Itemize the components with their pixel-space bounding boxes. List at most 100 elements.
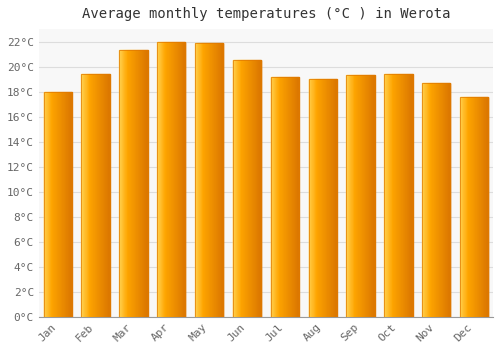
Bar xyxy=(283,77,284,317)
Bar xyxy=(346,75,375,317)
Bar xyxy=(290,77,291,317)
Bar xyxy=(430,83,431,317)
Bar xyxy=(460,97,461,317)
Bar xyxy=(85,74,86,317)
Bar xyxy=(273,77,274,317)
Bar xyxy=(468,97,469,317)
Bar xyxy=(82,74,110,317)
Bar xyxy=(315,79,316,317)
Bar xyxy=(167,42,168,317)
Title: Average monthly temperatures (°C ) in Werota: Average monthly temperatures (°C ) in We… xyxy=(82,7,450,21)
Bar xyxy=(240,60,241,317)
Bar xyxy=(182,42,183,317)
Bar xyxy=(372,75,373,317)
Bar xyxy=(426,83,427,317)
Bar xyxy=(212,43,213,317)
Bar xyxy=(88,74,89,317)
Bar xyxy=(332,79,333,317)
Bar xyxy=(161,42,162,317)
Bar xyxy=(473,97,474,317)
Bar xyxy=(358,75,359,317)
Bar xyxy=(202,43,203,317)
Bar xyxy=(324,79,325,317)
Bar xyxy=(201,43,202,317)
Bar xyxy=(362,75,363,317)
Bar xyxy=(208,43,209,317)
Bar xyxy=(48,92,49,317)
Bar xyxy=(322,79,324,317)
Bar xyxy=(310,79,311,317)
Bar xyxy=(353,75,354,317)
Bar xyxy=(476,97,477,317)
Bar xyxy=(288,77,289,317)
Bar xyxy=(275,77,276,317)
Bar xyxy=(233,60,234,317)
Bar xyxy=(46,92,47,317)
Bar xyxy=(170,42,172,317)
Bar xyxy=(335,79,336,317)
Bar xyxy=(61,92,62,317)
Bar xyxy=(447,83,448,317)
Bar xyxy=(368,75,369,317)
Bar xyxy=(160,42,161,317)
Bar xyxy=(316,79,317,317)
Bar xyxy=(55,92,56,317)
Bar xyxy=(107,74,108,317)
Bar xyxy=(402,74,403,317)
Bar xyxy=(411,74,412,317)
Bar xyxy=(279,77,280,317)
Bar xyxy=(460,97,488,317)
Bar xyxy=(326,79,328,317)
Bar xyxy=(109,74,110,317)
Bar xyxy=(104,74,105,317)
Bar xyxy=(394,74,395,317)
Bar xyxy=(291,77,292,317)
Bar xyxy=(442,83,443,317)
Bar xyxy=(210,43,211,317)
Bar xyxy=(292,77,293,317)
Bar xyxy=(336,79,337,317)
Bar xyxy=(204,43,205,317)
Bar xyxy=(103,74,104,317)
Bar xyxy=(356,75,357,317)
Bar xyxy=(129,50,130,317)
Bar xyxy=(423,83,424,317)
Bar xyxy=(243,60,244,317)
Bar xyxy=(435,83,436,317)
Bar xyxy=(135,50,136,317)
Bar xyxy=(162,42,163,317)
Bar xyxy=(282,77,283,317)
Bar xyxy=(108,74,109,317)
Bar xyxy=(408,74,409,317)
Bar xyxy=(47,92,48,317)
Bar xyxy=(246,60,247,317)
Bar xyxy=(141,50,142,317)
Bar xyxy=(140,50,141,317)
Bar xyxy=(363,75,364,317)
Bar xyxy=(67,92,68,317)
Bar xyxy=(284,77,285,317)
Bar xyxy=(56,92,57,317)
Bar xyxy=(131,50,132,317)
Bar xyxy=(234,60,235,317)
Bar xyxy=(334,79,335,317)
Bar xyxy=(125,50,126,317)
Bar xyxy=(314,79,315,317)
Bar xyxy=(44,92,45,317)
Bar xyxy=(50,92,51,317)
Bar xyxy=(197,43,198,317)
Bar xyxy=(392,74,394,317)
Bar xyxy=(369,75,370,317)
Bar xyxy=(466,97,468,317)
Bar xyxy=(195,43,224,317)
Bar xyxy=(220,43,221,317)
Bar xyxy=(196,43,197,317)
Bar xyxy=(329,79,330,317)
Bar xyxy=(464,97,465,317)
Bar xyxy=(371,75,372,317)
Bar xyxy=(168,42,169,317)
Bar xyxy=(385,74,386,317)
Bar xyxy=(98,74,99,317)
Bar xyxy=(366,75,367,317)
Bar xyxy=(425,83,426,317)
